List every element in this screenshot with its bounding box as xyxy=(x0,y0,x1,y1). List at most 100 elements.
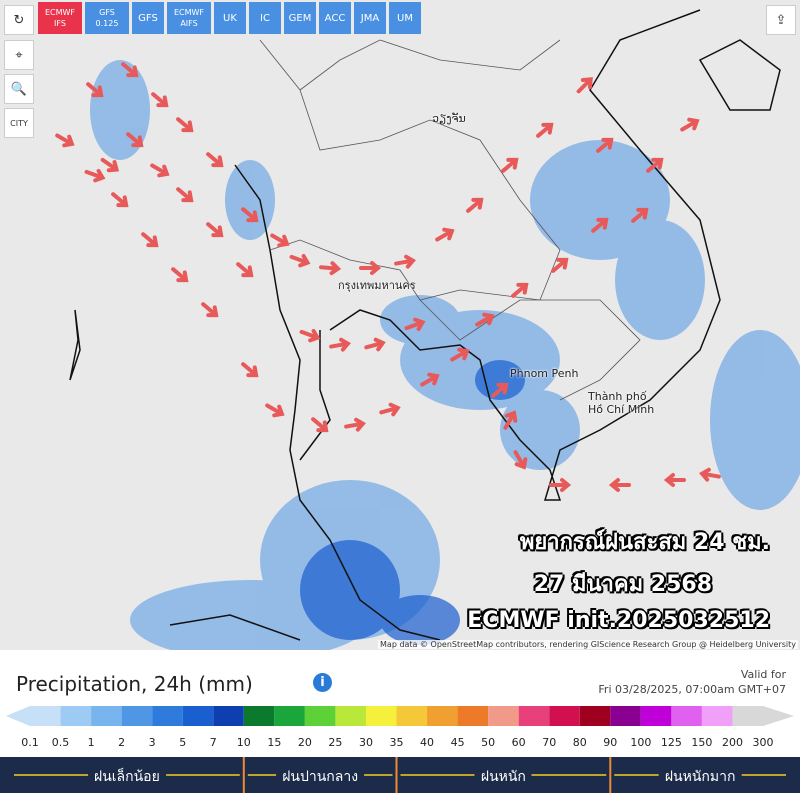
wind-arrow xyxy=(549,478,572,492)
wind-arrow xyxy=(680,117,700,132)
model-button[interactable]: GEM xyxy=(284,2,316,34)
wind-arrow xyxy=(475,312,495,327)
scale-label: 0.5 xyxy=(51,736,70,749)
model-button[interactable]: GFS 0.125 xyxy=(85,2,129,34)
wind-arrow xyxy=(501,157,519,173)
scale-label: 35 xyxy=(389,736,404,749)
scale-arrow-right xyxy=(763,706,794,726)
scale-swatch xyxy=(701,706,733,726)
wind-arrow xyxy=(359,261,382,275)
scale-swatch xyxy=(732,706,763,726)
model-button[interactable]: IC xyxy=(249,2,281,34)
place-label: Thành phố Hồ Chí Minh xyxy=(588,390,655,416)
wind-arrow xyxy=(206,222,224,238)
scale-swatch xyxy=(518,706,550,726)
wind-arrow xyxy=(311,417,329,433)
wind-arrow xyxy=(344,417,366,432)
wind-arrow xyxy=(236,262,254,278)
rain-areas xyxy=(90,60,800,650)
wind-arrow xyxy=(379,402,401,417)
attribution: Map data © OpenStreetMap contributors, r… xyxy=(378,640,798,649)
scale-swatch xyxy=(610,706,641,726)
city-toggle[interactable]: CITY xyxy=(4,108,34,138)
model-button[interactable]: ECMWF IFS xyxy=(38,2,82,34)
scale-label: 15 xyxy=(267,736,282,749)
forecast-date: 27 มีนาคม 2568 xyxy=(533,572,712,597)
location-button[interactable]: ⌖ xyxy=(4,40,34,70)
scale-swatch xyxy=(335,706,366,726)
scale-swatch xyxy=(671,706,702,726)
wind-arrow xyxy=(151,92,169,108)
scale-label: 5 xyxy=(179,736,187,749)
scale-swatch xyxy=(304,706,336,726)
wind-arrows xyxy=(55,62,721,492)
wind-arrow xyxy=(450,347,470,362)
wind-arrow xyxy=(176,187,194,203)
wind-arrow xyxy=(551,257,569,273)
scale-label: 200 xyxy=(721,736,743,749)
model-button[interactable]: GFS xyxy=(132,2,164,34)
forecast-init: ECMWF init.2025032512 xyxy=(467,608,770,633)
wind-arrow xyxy=(663,473,686,487)
model-selector: ECMWF IFS GFS 0.125 GFS ECMWF AIFS UK IC GEM AC… xyxy=(38,2,421,34)
model-button[interactable]: UK xyxy=(214,2,246,34)
model-button[interactable]: UM xyxy=(389,2,421,34)
wind-arrow xyxy=(364,337,386,352)
scale-swatch xyxy=(274,706,305,726)
wind-arrow xyxy=(299,328,321,343)
model-button[interactable]: ECMWF AIFS xyxy=(167,2,211,34)
scale-swatch xyxy=(152,706,183,726)
scale-swatch xyxy=(396,706,428,726)
place-label: ວຽງຈັນ xyxy=(432,112,466,125)
scale-label: 150 xyxy=(691,736,713,749)
info-button[interactable]: i xyxy=(313,673,332,692)
scale-label: 0.1 xyxy=(21,736,39,749)
wind-arrow xyxy=(84,168,106,183)
scale-swatch xyxy=(30,706,61,726)
scale-label: 90 xyxy=(603,736,618,749)
wind-arrow xyxy=(329,337,351,352)
model-button[interactable]: ACC xyxy=(319,2,351,34)
wind-arrow xyxy=(576,77,593,94)
wind-arrow xyxy=(319,261,342,276)
wind-arrow xyxy=(394,254,416,269)
share-button[interactable]: ⇪ xyxy=(766,5,796,35)
scale-label: 60 xyxy=(511,736,526,749)
wind-arrow xyxy=(511,282,529,298)
scale-label: 20 xyxy=(297,736,312,749)
scale-label: 100 xyxy=(630,736,652,749)
zoom-button[interactable]: 🔍 xyxy=(4,74,34,104)
map-canvas xyxy=(55,9,800,650)
wind-arrow xyxy=(591,217,609,233)
scale-label: 2 xyxy=(118,736,126,749)
wind-arrow xyxy=(86,82,104,98)
scale-label: 80 xyxy=(572,736,587,749)
scale-swatch xyxy=(457,706,489,726)
place-label: กรุงเทพมหานคร xyxy=(338,279,416,292)
wind-arrow xyxy=(404,317,426,332)
wind-arrow xyxy=(435,227,455,242)
wind-arrow xyxy=(241,362,259,378)
scale-swatch xyxy=(365,706,397,726)
map[interactable]: ECMWF IFS GFS 0.125 GFS ECMWF AIFS UK IC GEM AC… xyxy=(0,0,800,650)
scale-label: 40 xyxy=(420,736,435,749)
wind-arrow xyxy=(150,163,170,178)
wind-arrow xyxy=(201,302,219,318)
wind-arrow xyxy=(126,132,144,148)
valid-label: Valid for xyxy=(740,668,786,681)
model-button[interactable]: JMA xyxy=(354,2,386,34)
category-band: ฝนเล็กน้อย ฝนปานกลาง ฝนหนัก ฝนหนักมาก xyxy=(0,757,800,793)
reload-button[interactable]: ↻ xyxy=(4,5,34,35)
coastline xyxy=(69,9,781,641)
borders xyxy=(259,39,641,401)
wind-arrow xyxy=(289,253,311,268)
scale-swatch xyxy=(579,706,611,726)
wind-arrow xyxy=(503,410,518,430)
scale-arrow-left xyxy=(6,706,30,726)
category-label: ฝนเล็กน้อย xyxy=(87,766,166,788)
scale-label: 70 xyxy=(542,736,557,749)
wind-arrow xyxy=(646,157,664,173)
category-label: ฝนปานกลาง xyxy=(276,766,365,788)
scale-label: 3 xyxy=(148,736,156,749)
